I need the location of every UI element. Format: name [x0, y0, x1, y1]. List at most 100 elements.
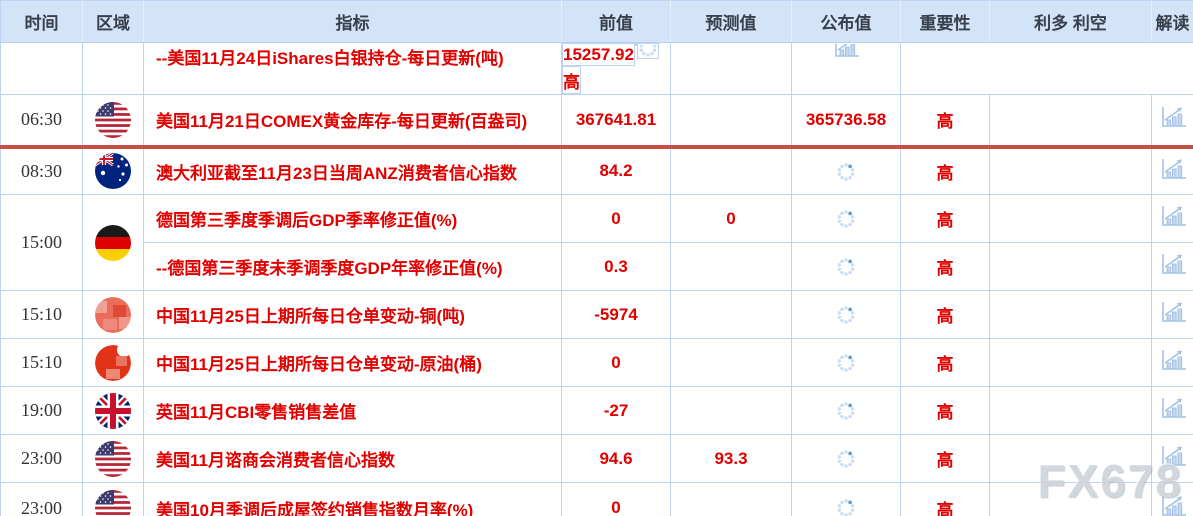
region-cell — [82, 290, 144, 339]
bar-chart-icon — [1161, 107, 1186, 128]
previous-value-cell: -27 — [561, 386, 671, 435]
table-row: 15:10 中国11月25日上期所每日仓单变动-原油(桶) 0 高 — [0, 338, 1193, 387]
interpret-chart-button[interactable] — [1159, 396, 1187, 420]
column-header-importance: 重要性 — [900, 0, 990, 43]
importance-cell: 高 — [900, 146, 990, 195]
region-cell — [82, 482, 144, 516]
published-value-cell — [791, 482, 901, 516]
interpret-chart-button[interactable] — [1159, 444, 1187, 468]
interpretation-cell — [1151, 338, 1193, 387]
time-cell: 23:00 — [0, 482, 83, 516]
indicator-link[interactable]: 中国11月25日上期所每日仓单变动-铜(吨) — [156, 307, 465, 326]
time-cell: 08:30 — [0, 146, 83, 195]
interpret-chart-button[interactable] — [1159, 204, 1187, 228]
us-flag-icon — [95, 101, 131, 138]
indicator-link[interactable]: 德国第三季度季调后GDP季率修正值(%) — [156, 211, 458, 230]
australia-flag-icon — [95, 153, 131, 190]
table-row: --德国第三季度未季调季度GDP年率修正值(%) 0.3 高 — [1, 242, 1193, 291]
interpret-chart-button[interactable] — [1159, 494, 1187, 516]
time-cell: 15:10 — [0, 290, 83, 339]
interpret-chart-button[interactable] — [832, 44, 860, 60]
loading-spinner-icon — [837, 499, 855, 516]
interpret-chart-button[interactable] — [1159, 157, 1187, 181]
bulls-bears-cell — [989, 94, 1152, 149]
indicator-link[interactable]: 中国11月25日上期所每日仓单变动-原油(桶) — [156, 355, 482, 374]
interpretation-cell — [1151, 290, 1193, 339]
indicator-link[interactable]: 英国11月CBI零售销售差值 — [156, 403, 357, 422]
bulls-bears-cell — [989, 290, 1152, 339]
forecast-value-cell — [670, 386, 792, 435]
published-value-cell — [791, 242, 901, 291]
bar-chart-icon — [1161, 158, 1186, 179]
interpretation-cell — [1151, 482, 1193, 516]
published-value-cell — [791, 338, 901, 387]
interpret-chart-button[interactable] — [1159, 105, 1187, 129]
indicator-link[interactable]: --美国11月24日iShares白银持仓-每日更新(吨) — [156, 49, 504, 68]
interpretation-cell — [1151, 94, 1193, 149]
forecast-value-cell — [670, 338, 792, 387]
bar-chart-icon — [1161, 495, 1186, 516]
table-row: 23:00 美国11月谘商会消费者信心指数 94.6 93.3 — [0, 434, 1193, 483]
indicator-link[interactable]: 美国10月季调后成屋签约销售指数月率(%) — [156, 500, 474, 516]
bar-chart-icon — [1161, 206, 1186, 226]
loading-spinner-icon — [837, 162, 855, 181]
indicator-link[interactable]: 美国11月谘商会消费者信心指数 — [156, 451, 395, 470]
loading-spinner-icon — [837, 450, 855, 468]
interpretation-cell — [1151, 386, 1193, 435]
importance-cell: 高 — [900, 434, 990, 483]
published-value-cell — [791, 194, 901, 243]
previous-value-cell: -5974 — [561, 290, 671, 339]
importance-cell: 高 — [562, 66, 581, 94]
header-row: 时间 区域 指标 前值 预测值 公布值 重要性 利多 利空 解读 — [0, 0, 1193, 43]
importance-cell: 高 — [900, 482, 990, 516]
indicator-link[interactable]: 澳大利亚截至11月23日当周ANZ消费者信心指数 — [156, 163, 517, 183]
previous-value-cell: 0 — [561, 482, 671, 516]
published-value-cell — [791, 146, 901, 195]
column-header-previous: 前值 — [561, 0, 671, 43]
indicator-link[interactable]: 美国11月21日COMEX黄金库存-每日更新(百盎司) — [156, 112, 528, 132]
loading-spinner-icon — [639, 45, 657, 57]
us-flag-icon — [95, 490, 131, 516]
forecast-value-cell: 0 — [670, 194, 792, 243]
importance-cell: 高 — [900, 94, 990, 149]
indicator-cell: 德国第三季度季调后GDP季率修正值(%) — [143, 194, 562, 243]
published-value-cell — [791, 290, 901, 339]
forecast-value-cell — [634, 43, 637, 46]
loading-spinner-icon — [837, 354, 855, 372]
bulls-bears-cell — [989, 434, 1152, 483]
time-cell: 23:00 — [0, 434, 83, 483]
importance-cell: 高 — [900, 242, 990, 291]
table-header: 时间 区域 指标 前值 预测值 公布值 重要性 利多 利空 解读 — [0, 0, 1193, 43]
published-value-cell — [791, 434, 901, 483]
bar-chart-icon — [1161, 350, 1186, 370]
indicator-cell: 澳大利亚截至11月23日当周ANZ消费者信心指数 — [143, 146, 562, 195]
indicator-cell: 美国11月21日COMEX黄金库存-每日更新(百盎司) — [143, 94, 562, 149]
forecast-value-cell — [670, 146, 792, 195]
interpretation-cell — [1151, 146, 1193, 195]
region-cell — [82, 338, 144, 387]
loading-spinner-icon — [837, 306, 855, 324]
indicator-cell: 中国11月25日上期所每日仓单变动-铜(吨) — [143, 290, 562, 339]
indicator-cell: 美国11月谘商会消费者信心指数 — [143, 434, 562, 483]
interpret-chart-button[interactable] — [1159, 252, 1187, 276]
interpretation-cell — [1151, 194, 1193, 243]
indicator-cell: 中国11月25日上期所每日仓单变动-原油(桶) — [143, 338, 562, 387]
table-row: 23:00 美国10月季调后成屋签约销售指数月率(%) 0 高 — [0, 482, 1193, 516]
importance-cell: 高 — [900, 386, 990, 435]
forecast-value-cell — [670, 290, 792, 339]
indicator-link[interactable]: --德国第三季度未季调季度GDP年率修正值(%) — [156, 259, 503, 278]
bar-chart-icon — [1161, 398, 1186, 418]
published-value-cell — [636, 43, 659, 59]
interpretation-cell — [791, 42, 901, 95]
bar-chart-icon — [1161, 302, 1186, 322]
loading-spinner-icon — [837, 258, 855, 276]
bulls-bears-cell — [989, 482, 1152, 516]
interpret-chart-button[interactable] — [1159, 348, 1187, 372]
previous-value-cell: 84.2 — [561, 146, 671, 195]
interpret-chart-button[interactable] — [1159, 300, 1187, 324]
importance-cell: 高 — [900, 290, 990, 339]
china-flag-blurred-icon — [95, 296, 131, 333]
table-row: --美国11月24日iShares白银持仓-每日更新(吨) 15257.92 高 — [0, 42, 1193, 95]
region-cell — [82, 146, 144, 195]
forecast-value-cell — [670, 482, 792, 516]
